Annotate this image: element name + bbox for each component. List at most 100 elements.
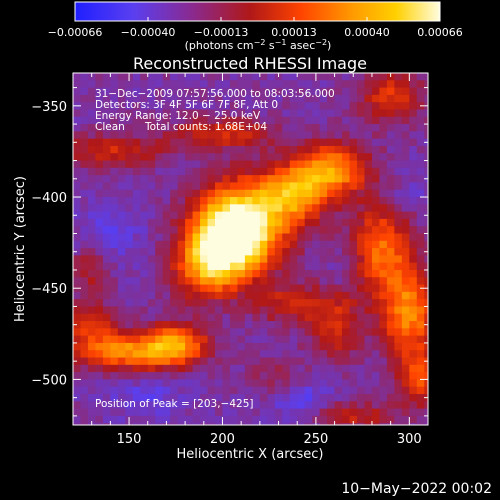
heatmap-cell <box>80 204 89 213</box>
heatmap-cell <box>297 248 306 256</box>
heatmap-cell <box>371 189 381 198</box>
heatmap-cell <box>102 255 111 264</box>
heatmap-cell <box>110 423 119 425</box>
heatmap-cell <box>222 226 231 235</box>
heatmap-cell <box>289 226 298 235</box>
heatmap-cell <box>416 153 425 162</box>
heatmap-cell <box>73 87 82 96</box>
heatmap-cell <box>312 189 321 198</box>
heatmap-cell <box>319 255 328 264</box>
heatmap-cell <box>200 189 209 198</box>
heatmap-cell <box>215 80 224 89</box>
heatmap-cell <box>394 255 403 264</box>
annotation-detectors: Detectors: 3F 4F 5F 6F 7F 8F, Att 0 <box>95 99 278 111</box>
heatmap-cell <box>416 80 425 89</box>
heatmap-cell <box>125 335 134 344</box>
heatmap-cell <box>140 357 149 366</box>
heatmap-cell <box>297 116 306 125</box>
heatmap-cell <box>304 145 313 154</box>
heatmap-cell <box>200 277 209 286</box>
heatmap-cell <box>409 94 418 103</box>
y-axis-label: Heliocentric Y (arcsec) <box>13 176 28 322</box>
heatmap-cell <box>274 109 283 118</box>
heatmap-cell <box>87 306 97 315</box>
heatmap-cell <box>289 393 298 402</box>
heatmap-cell <box>334 124 343 132</box>
heatmap-cell <box>95 138 104 147</box>
heatmap-cell <box>349 262 358 271</box>
heatmap-cell <box>349 299 358 308</box>
heatmap-cell <box>229 350 239 359</box>
heatmap-cell <box>215 138 224 147</box>
heatmap-cell <box>73 211 82 220</box>
heatmap-cell <box>147 182 156 191</box>
heatmap-cell <box>252 415 261 424</box>
heatmap-cell <box>192 393 201 402</box>
heatmap-cell <box>140 423 149 425</box>
heatmap-cell <box>155 226 164 235</box>
heatmap-cell <box>87 379 97 388</box>
heatmap-cell <box>371 102 381 111</box>
heatmap-cell <box>87 197 97 205</box>
heatmap-cell <box>185 328 194 337</box>
heatmap-cell <box>334 145 343 154</box>
heatmap-cell <box>185 211 194 220</box>
heatmap-cell <box>342 372 351 381</box>
heatmap-cell <box>222 109 231 118</box>
heatmap-cell <box>289 372 298 381</box>
heatmap-cell <box>87 167 97 176</box>
heatmap-cell <box>312 131 321 140</box>
heatmap-cell <box>110 269 119 278</box>
heatmap-cell <box>327 415 336 424</box>
heatmap-cell <box>252 284 261 293</box>
heatmap-cell <box>274 364 283 373</box>
heatmap-cell <box>95 109 104 118</box>
heatmap-cell <box>200 167 209 176</box>
heatmap-cell <box>102 116 111 125</box>
heatmap-cell <box>80 350 89 359</box>
heatmap-cell <box>364 342 373 351</box>
heatmap-cell <box>371 401 381 410</box>
heatmap-cell <box>274 211 283 220</box>
heatmap-cell <box>185 153 194 162</box>
heatmap-cell <box>222 284 231 293</box>
heatmap-cell <box>155 299 164 308</box>
heatmap-cell <box>409 109 418 118</box>
heatmap-cell <box>282 401 291 410</box>
heatmap-cell <box>147 342 156 351</box>
heatmap-cell <box>125 342 134 351</box>
heatmap-cell <box>229 386 239 395</box>
heatmap-cell <box>357 415 366 424</box>
heatmap-cell <box>155 255 164 264</box>
heatmap-cell <box>342 145 351 154</box>
heatmap-cell <box>342 379 351 388</box>
heatmap-cell <box>177 226 186 235</box>
heatmap-cell <box>349 138 358 147</box>
heatmap-cell <box>207 87 216 96</box>
heatmap-cell <box>342 393 351 402</box>
heatmap-cell <box>409 386 418 395</box>
heatmap-cell <box>80 386 89 395</box>
heatmap-cell <box>185 175 194 184</box>
heatmap-cell <box>424 313 428 322</box>
heatmap-cell <box>155 124 164 132</box>
heatmap-cell <box>252 328 261 337</box>
heatmap-cell <box>155 197 164 205</box>
heatmap-cell <box>215 255 224 264</box>
heatmap-cell <box>162 182 171 191</box>
heatmap-cell <box>304 255 313 264</box>
heatmap-cell <box>252 138 261 147</box>
heatmap-cell <box>394 364 403 373</box>
heatmap-cell <box>259 160 268 169</box>
heatmap-cell <box>229 408 239 417</box>
heatmap-cell <box>185 306 194 315</box>
heatmap-cell <box>357 277 366 286</box>
heatmap-cell <box>282 262 291 271</box>
heatmap-cell <box>282 138 291 147</box>
heatmap-cell <box>207 80 216 89</box>
heatmap-cell <box>267 116 276 125</box>
heatmap-cell <box>95 218 104 227</box>
heatmap-cell <box>289 182 298 191</box>
heatmap-cell <box>110 80 119 89</box>
heatmap-cell <box>401 189 410 198</box>
